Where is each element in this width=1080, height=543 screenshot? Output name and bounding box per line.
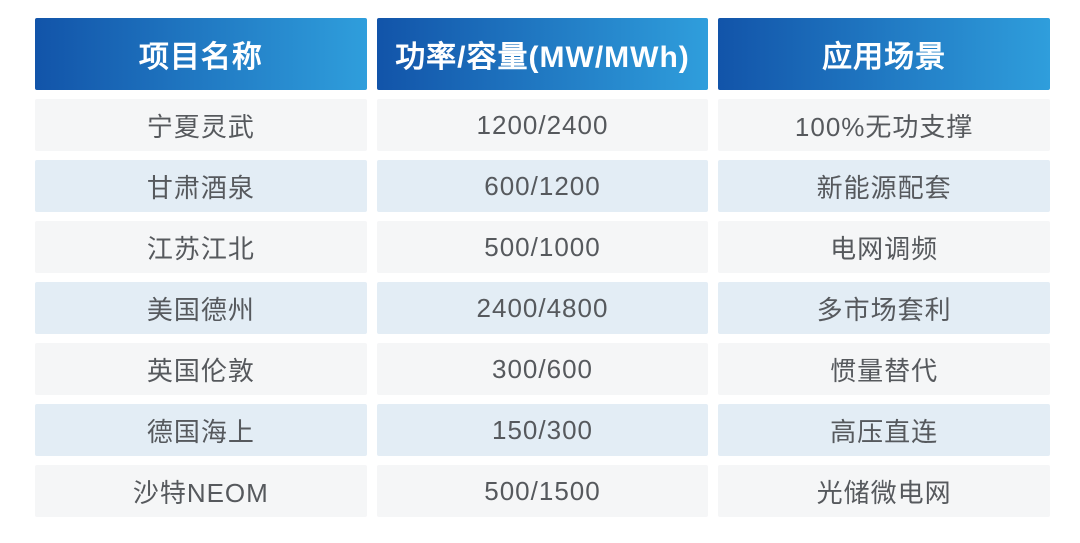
project-name-cell: 沙特NEOM <box>35 465 367 517</box>
project-name-cell: 美国德州 <box>35 282 367 334</box>
application-scenario-cell: 多市场套利 <box>718 282 1050 334</box>
project-name-cell: 江苏江北 <box>35 221 367 273</box>
application-scenario-cell: 新能源配套 <box>718 160 1050 212</box>
power-capacity-cell: 150/300 <box>376 404 709 456</box>
power-capacity-cell: 2400/4800 <box>376 282 709 334</box>
power-capacity-cell: 500/1500 <box>376 465 709 517</box>
project-name-cell: 英国伦敦 <box>35 343 367 395</box>
power-capacity-cell: 300/600 <box>376 343 709 395</box>
column-header-project-name: 项目名称 <box>35 18 367 90</box>
application-scenario-cell: 100%无功支撑 <box>718 99 1050 151</box>
application-scenario-cell: 高压直连 <box>718 404 1050 456</box>
application-scenario-cell: 光储微电网 <box>718 465 1050 517</box>
projects-table: 项目名称 功率/容量(MW/MWh) 应用场景 宁夏灵武 1200/2400 1… <box>35 18 1050 517</box>
power-capacity-cell: 600/1200 <box>376 160 709 212</box>
project-name-cell: 宁夏灵武 <box>35 99 367 151</box>
project-name-cell: 德国海上 <box>35 404 367 456</box>
power-capacity-cell: 1200/2400 <box>376 99 709 151</box>
application-scenario-cell: 电网调频 <box>718 221 1050 273</box>
column-header-application-scenario: 应用场景 <box>718 18 1050 90</box>
application-scenario-cell: 惯量替代 <box>718 343 1050 395</box>
power-capacity-cell: 500/1000 <box>376 221 709 273</box>
column-header-power-capacity: 功率/容量(MW/MWh) <box>376 18 709 90</box>
project-name-cell: 甘肃酒泉 <box>35 160 367 212</box>
